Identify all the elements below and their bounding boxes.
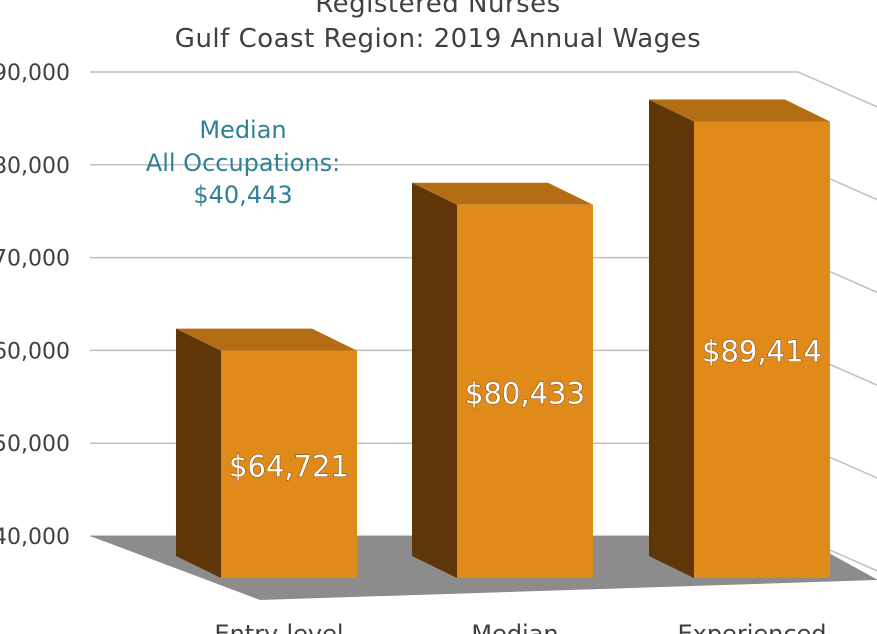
bar-group: $64,721 $80,433 $89,414 bbox=[176, 99, 830, 579]
bar-value-label: $80,433 bbox=[465, 376, 585, 410]
bar: $89,414 bbox=[649, 99, 830, 578]
bar-top bbox=[649, 99, 830, 122]
annotation-line: All Occupations: bbox=[146, 149, 340, 177]
chart-title: Registered Nurses bbox=[315, 0, 560, 19]
bar-front bbox=[694, 121, 830, 578]
bar: $80,433 bbox=[412, 182, 593, 579]
grid-line bbox=[90, 71, 877, 108]
bar-top bbox=[412, 182, 593, 205]
category-labels: Entry-level Median Experienced bbox=[214, 620, 826, 634]
bar-top bbox=[176, 328, 357, 351]
annotation-line: Median bbox=[199, 116, 286, 144]
annotation-line: $40,443 bbox=[193, 181, 292, 209]
median-annotation: Median All Occupations: $40,443 bbox=[146, 116, 340, 209]
y-tick-label: $90,000 bbox=[0, 61, 70, 86]
bar-front bbox=[457, 204, 593, 579]
bar: $64,721 bbox=[176, 328, 357, 578]
y-tick-label: $70,000 bbox=[0, 247, 70, 272]
bar-front bbox=[221, 350, 357, 578]
y-tick-label: $50,000 bbox=[0, 432, 70, 457]
bar-side bbox=[412, 182, 457, 579]
y-tick-label: $80,000 bbox=[0, 154, 70, 179]
chart-subtitle: Gulf Coast Region: 2019 Annual Wages bbox=[175, 24, 701, 54]
bar-value-label: $89,414 bbox=[702, 335, 822, 369]
category-label: Experienced bbox=[677, 620, 826, 634]
y-tick-label: $40,000 bbox=[0, 525, 70, 550]
y-tick-label: $60,000 bbox=[0, 339, 70, 364]
category-label: Median bbox=[471, 620, 558, 634]
y-tick-labels: $40,000 $50,000 $60,000 $70,000 $80,000 $90,0… bbox=[0, 61, 70, 550]
bar-value-label: $64,721 bbox=[229, 449, 349, 483]
bar-side bbox=[176, 328, 221, 578]
bar-side bbox=[649, 99, 694, 578]
category-label: Entry-level bbox=[214, 620, 343, 634]
